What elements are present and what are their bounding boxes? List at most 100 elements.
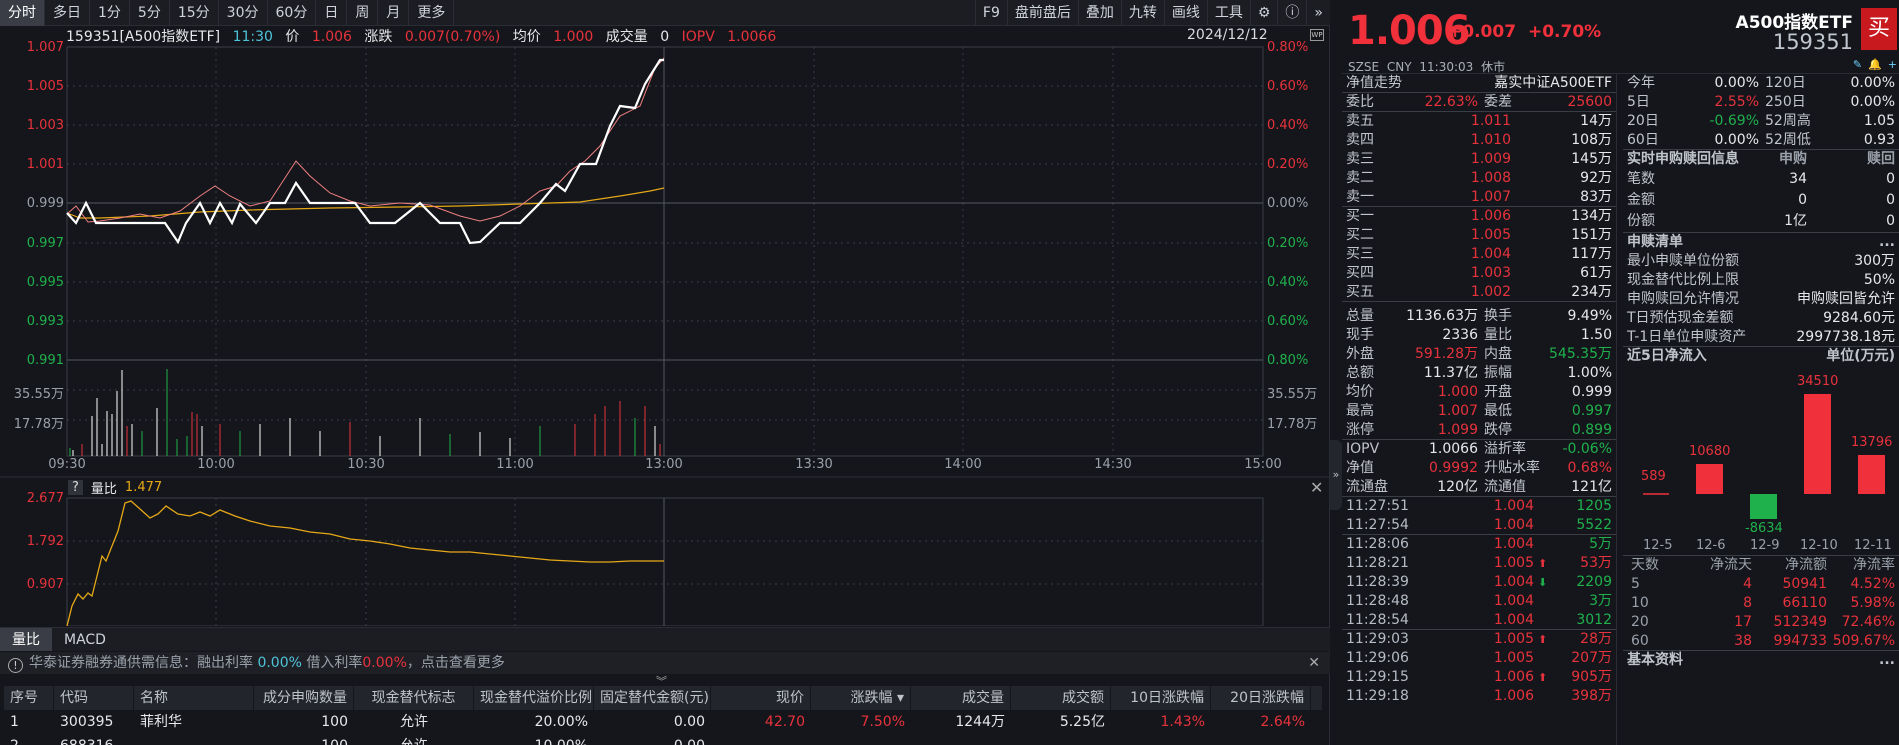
cell: 10 <box>1631 595 1649 611</box>
col-qty[interactable]: 成分申购数量 <box>254 686 354 710</box>
pcf-row: T日预估现金差额 9284.60元 <box>1623 309 1899 328</box>
tab-macd[interactable]: MACD <box>64 632 106 648</box>
col-cash-flag[interactable]: 现金替代标志 <box>354 686 474 710</box>
pcf-header[interactable]: 申赎清单... <box>1623 233 1899 252</box>
bid-row[interactable]: 买四 1.003 61万 <box>1342 264 1616 283</box>
nav-trend-link[interactable]: 净值走势 <box>1346 75 1402 91</box>
col-change-pct[interactable]: 涨跌幅 ▾ <box>811 686 911 710</box>
pre-post-market-button[interactable]: 盘前盘后 <box>1006 0 1078 26</box>
bell-icon[interactable]: 🔔 <box>1868 58 1882 71</box>
col-volume[interactable]: 成交量 <box>911 686 1011 710</box>
arrow-up-icon: ⬆ <box>1538 633 1548 646</box>
help-icon[interactable]: ⓘ <box>1277 0 1306 26</box>
ask-row[interactable]: 卖四 1.010 108万 <box>1342 131 1616 150</box>
nav-row[interactable]: 净值走势 嘉实中证A500ETF <box>1342 74 1616 93</box>
more-icon[interactable]: ... <box>1879 234 1895 250</box>
table-row[interactable]: 1 300395 菲利华 100 允许 20.00% 0.00 42.70 7.… <box>4 710 1322 734</box>
wp-icon[interactable]: WP <box>1310 29 1324 41</box>
tick-volume: 398万 <box>1571 688 1612 704</box>
col-code[interactable]: 代码 <box>54 686 134 710</box>
stat-value: 0.997 <box>1571 403 1612 419</box>
ask-label: 卖五 <box>1346 113 1374 129</box>
more-icon[interactable]: ... <box>1879 652 1895 668</box>
gear-icon[interactable]: ⚙ <box>1249 0 1278 26</box>
stat-row: 外盘 591.28万 内盘 545.35万 <box>1342 345 1616 364</box>
ask-row[interactable]: 卖五 1.011 14万 <box>1342 112 1616 131</box>
tools-button[interactable]: 工具 <box>1206 0 1250 26</box>
col-net-days: 净流天 <box>1710 557 1752 573</box>
panel-expand-icon[interactable]: » <box>1330 440 1342 510</box>
pcf-label: T-1日单位申赎资产 <box>1627 329 1747 345</box>
stat-label: 流通值 <box>1484 479 1526 495</box>
close-icon[interactable]: ✕ <box>1308 655 1320 671</box>
cell: 允许 <box>354 734 474 745</box>
col-10d[interactable]: 10日涨跌幅 <box>1111 686 1211 710</box>
tab-day[interactable]: 日 <box>316 0 348 26</box>
bar-label: 34510 <box>1797 374 1839 389</box>
vol-tick-low: 17.78万 <box>13 417 64 432</box>
tick-time: 11:28:21 <box>1346 555 1409 571</box>
col-fixed-amount[interactable]: 固定替代金额(元) <box>594 686 711 710</box>
indicator-tabs: 量比 MACD <box>0 627 1330 651</box>
cell: 100 <box>321 714 348 730</box>
bid-row[interactable]: 买三 1.004 117万 <box>1342 245 1616 264</box>
col-index[interactable]: 序号 <box>4 686 54 710</box>
creation-label: 份额 <box>1627 213 1655 229</box>
pct-tick-9: 0.80% <box>1267 353 1309 368</box>
bid-volume: 117万 <box>1571 246 1612 262</box>
tick-time: 11:29:03 <box>1346 631 1409 647</box>
tab-intraday[interactable]: 分时 <box>0 0 45 26</box>
stat-value: 0.899 <box>1571 422 1612 438</box>
vol-tick-high: 35.55万 <box>13 387 64 402</box>
draw-line-button[interactable]: 画线 <box>1163 0 1207 26</box>
tick-volume: 2209 <box>1576 574 1612 590</box>
tab-more[interactable]: 更多 <box>409 0 455 26</box>
ask-price: 1.008 <box>1470 170 1511 186</box>
securities-lending-notice[interactable]: ! 华泰证券融券通供需信息：融出利率 0.00% 借入利率0.00%，点击查看更多… <box>0 652 1330 674</box>
basic-info-header[interactable]: 基本资料... <box>1623 651 1899 670</box>
ask-row[interactable]: 卖一 1.007 83万 <box>1342 188 1616 207</box>
netflow-table-header: 天数 净流天 净流额 净流率 <box>1623 556 1899 575</box>
expand-icon[interactable]: » <box>1306 0 1330 26</box>
cell: 994733 <box>1773 633 1827 649</box>
buy-button[interactable]: 买 <box>1861 8 1897 50</box>
tab-volume-ratio[interactable]: 量比 <box>0 628 52 651</box>
overlay-button[interactable]: 叠加 <box>1077 0 1121 26</box>
y-tick-1003: 1.003 <box>26 118 64 133</box>
tab-5min[interactable]: 5分 <box>130 0 170 26</box>
col-20d[interactable]: 20日涨跌幅 <box>1211 686 1311 710</box>
table-row[interactable]: 2 688316 100 允许 10.00% 0.00 <box>4 734 1322 745</box>
col-price[interactable]: 现价 <box>711 686 811 710</box>
notice-suffix[interactable]: ，点击查看更多 <box>406 655 505 671</box>
tab-multi-day[interactable]: 多日 <box>45 0 90 26</box>
x-tick: 09:30 <box>48 457 86 472</box>
close-icon[interactable]: ✕ <box>1310 478 1324 497</box>
tab-60min[interactable]: 60分 <box>268 0 317 26</box>
intraday-chart[interactable]: 1.007 1.005 1.003 1.001 0.999 0.997 0.99… <box>0 40 1330 476</box>
col-amount[interactable]: 成交额 <box>1011 686 1111 710</box>
bid-row[interactable]: 买一 1.006 134万 <box>1342 207 1616 226</box>
edit-icon[interactable]: ✎ <box>1852 58 1863 71</box>
return-value: 0.00% <box>1850 94 1895 110</box>
market-status: 休市 <box>1481 60 1506 74</box>
volume-ratio-chart[interactable]: 2.677 1.792 0.907 <box>0 476 1330 627</box>
tab-month[interactable]: 月 <box>378 0 410 26</box>
add-icon[interactable]: + <box>1887 58 1897 71</box>
tab-1min[interactable]: 1分 <box>90 0 130 26</box>
pct-tick-2: 0.60% <box>1267 79 1309 94</box>
bid-row[interactable]: 买五 1.002 234万 <box>1342 283 1616 302</box>
collapse-icon[interactable]: ︾ <box>656 675 667 688</box>
tab-15min[interactable]: 15分 <box>170 0 219 26</box>
col-name[interactable]: 名称 <box>134 686 254 710</box>
stat-row: 涨停 1.099 跌停 0.899 <box>1342 421 1616 440</box>
ask-row[interactable]: 卖二 1.008 92万 <box>1342 169 1616 188</box>
col-premium[interactable]: 现金替代溢价比例 <box>474 686 594 710</box>
tab-30min[interactable]: 30分 <box>219 0 268 26</box>
help-icon[interactable]: ? <box>68 480 83 495</box>
tab-week[interactable]: 周 <box>347 0 379 26</box>
f9-button[interactable]: F9 <box>974 0 1007 26</box>
tick-row: 11:29:18 1.006 398万 <box>1342 687 1616 706</box>
bid-row[interactable]: 买二 1.005 151万 <box>1342 226 1616 245</box>
nine-turn-button[interactable]: 九转 <box>1120 0 1164 26</box>
ask-row[interactable]: 卖三 1.009 145万 <box>1342 150 1616 169</box>
